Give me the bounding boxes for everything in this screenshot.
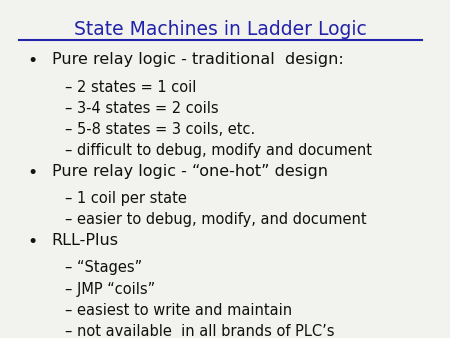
- Text: – 2 states = 1 coil: – 2 states = 1 coil: [65, 80, 196, 95]
- Text: Pure relay logic - “one-hot” design: Pure relay logic - “one-hot” design: [52, 164, 328, 179]
- Text: – “Stages”: – “Stages”: [65, 261, 142, 275]
- Text: •: •: [27, 164, 37, 182]
- Text: – not available  in all brands of PLC’s: – not available in all brands of PLC’s: [65, 323, 334, 338]
- Text: RLL-Plus: RLL-Plus: [52, 233, 119, 248]
- Text: – easier to debug, modify, and document: – easier to debug, modify, and document: [65, 212, 367, 227]
- Text: – easiest to write and maintain: – easiest to write and maintain: [65, 303, 292, 318]
- Text: •: •: [27, 52, 37, 70]
- Text: Pure relay logic - traditional  design:: Pure relay logic - traditional design:: [52, 52, 343, 68]
- Text: – difficult to debug, modify and document: – difficult to debug, modify and documen…: [65, 143, 372, 158]
- Text: State Machines in Ladder Logic: State Machines in Ladder Logic: [74, 20, 367, 39]
- Text: – JMP “coils”: – JMP “coils”: [65, 282, 155, 296]
- Text: •: •: [27, 233, 37, 251]
- Text: – 1 coil per state: – 1 coil per state: [65, 191, 187, 206]
- Text: – 3-4 states = 2 coils: – 3-4 states = 2 coils: [65, 101, 219, 116]
- Text: – 5-8 states = 3 coils, etc.: – 5-8 states = 3 coils, etc.: [65, 122, 255, 137]
